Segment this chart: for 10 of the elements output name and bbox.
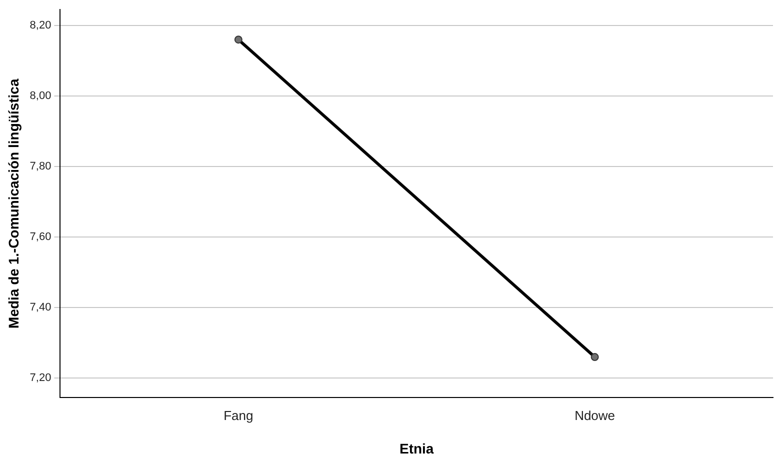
y-tick-label: 7,20 [30,372,52,384]
y-tick-label: 7,40 [30,302,52,314]
y-tick-label: 7,80 [30,160,52,173]
y-tick-label: 8,20 [30,20,52,32]
y-axis-title: Media de 1.-Comunicación lingüística [5,78,22,328]
x-tick-label: Fang [224,408,254,423]
x-tick-label: Ndowe [574,408,616,423]
y-tick-label: 8,00 [30,90,52,102]
y-tick-label: 7,60 [30,231,52,244]
x-axis-title: Etnia [399,440,434,456]
